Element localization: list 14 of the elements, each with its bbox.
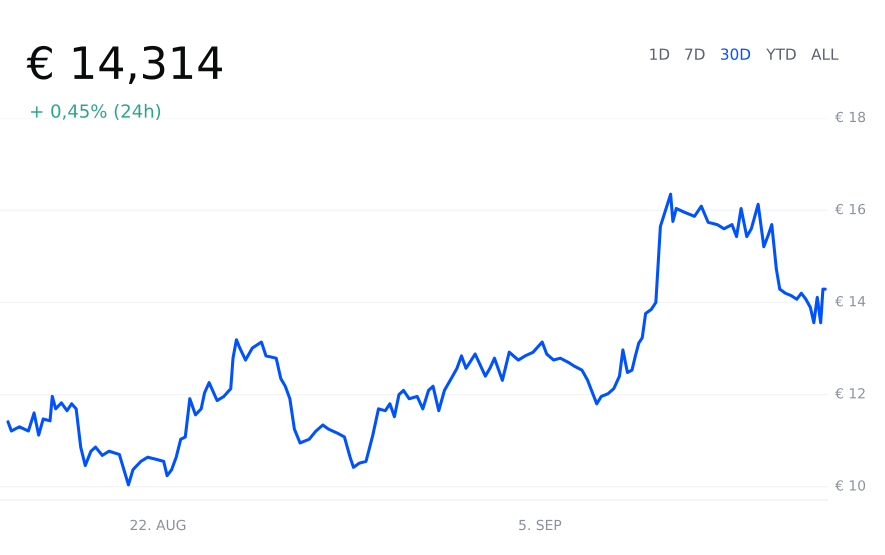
text: 30D <box>720 48 750 60</box>
text: 7D <box>685 48 705 60</box>
y-tick-label: € 18 <box>835 112 866 122</box>
y-tick-label: € 16 <box>835 204 866 214</box>
text: 1D <box>650 48 670 60</box>
text: YTD <box>766 48 796 60</box>
y-tick-label: € 14 <box>835 296 866 306</box>
y-tick-label: € 10 <box>835 480 866 491</box>
chart-subtitle: + 0,45% (24h) <box>31 104 160 120</box>
x-tick-label: 22. AUG <box>130 520 186 530</box>
text: ALL <box>811 48 838 60</box>
y-tick-label: € 12 <box>835 388 865 399</box>
chart-title: € 14,314 <box>26 46 222 84</box>
x-tick-label: 5. SEP <box>519 520 562 530</box>
